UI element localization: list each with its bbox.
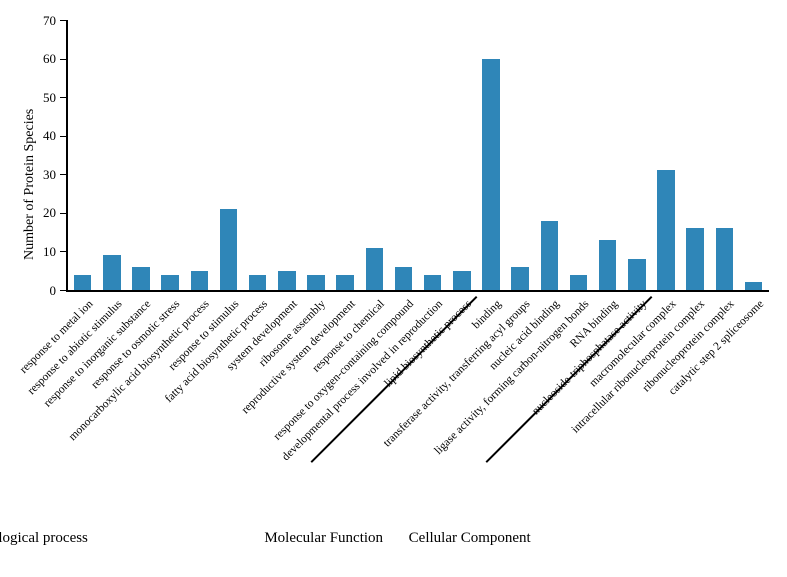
group-label: Molecular Function — [264, 530, 383, 547]
bar — [599, 240, 617, 290]
x-axis — [67, 290, 769, 292]
y-tick — [60, 251, 66, 252]
y-tick — [60, 174, 66, 175]
y-tick — [60, 59, 66, 60]
bar — [336, 275, 354, 290]
group-label: Cellular Component — [409, 530, 531, 547]
y-tick — [60, 136, 66, 137]
y-tick-label: 30 — [0, 167, 56, 183]
bar — [511, 267, 529, 290]
bar — [716, 228, 734, 290]
bar — [278, 271, 296, 290]
bar — [424, 275, 442, 290]
bar — [220, 209, 238, 290]
bar — [395, 267, 413, 290]
bar — [161, 275, 179, 290]
bar — [482, 59, 500, 290]
y-tick-label: 60 — [0, 51, 56, 67]
y-tick — [60, 290, 66, 291]
group-label: Biological process — [0, 530, 88, 547]
bar — [366, 248, 384, 290]
bar — [628, 259, 646, 290]
y-tick — [60, 97, 66, 98]
y-tick-label: 0 — [0, 283, 56, 299]
bar — [686, 228, 704, 290]
bar — [249, 275, 267, 290]
y-tick-label: 20 — [0, 205, 56, 221]
go-bar-chart: Number of Protein Species 01020304050607… — [0, 0, 787, 577]
bar — [657, 170, 675, 290]
bar — [307, 275, 325, 290]
bar — [453, 271, 471, 290]
bar — [74, 275, 92, 290]
y-axis — [66, 20, 68, 292]
y-tick-label: 50 — [0, 90, 56, 106]
y-tick-label: 10 — [0, 244, 56, 260]
y-tick-label: 70 — [0, 13, 56, 29]
bar — [103, 255, 121, 290]
y-tick — [60, 20, 66, 21]
bar — [132, 267, 150, 290]
y-tick-label: 40 — [0, 128, 56, 144]
bar — [191, 271, 209, 290]
bar — [541, 221, 559, 290]
y-tick — [60, 213, 66, 214]
bar — [745, 282, 763, 290]
bar — [570, 275, 588, 290]
